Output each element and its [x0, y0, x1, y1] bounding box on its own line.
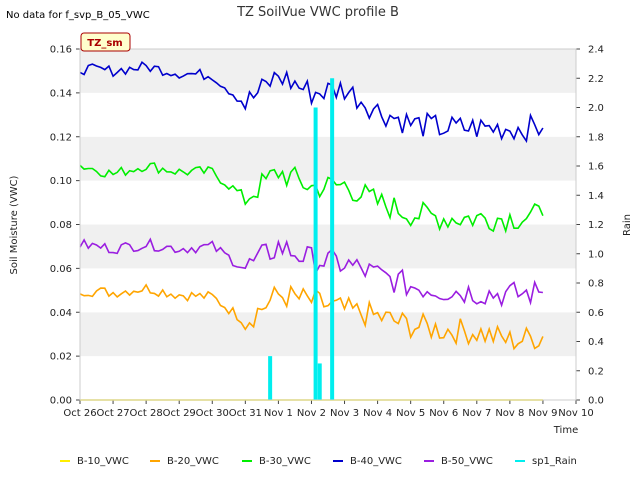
y-tick-label: 0.12	[50, 132, 72, 143]
grid-band	[80, 356, 576, 400]
y-tick-label: 0.14	[50, 88, 72, 99]
x-tick-label: Nov 7	[462, 408, 491, 419]
y2-tick-label: 1.4	[588, 191, 604, 202]
x-tick-label: Nov 6	[429, 408, 458, 419]
y-tick-label: 0.08	[50, 220, 72, 231]
y2-tick-label: 2.2	[588, 74, 604, 85]
y2-tick-label: 1.8	[588, 132, 604, 143]
y2-tick-label: 1.6	[588, 162, 604, 173]
x-tick-label: Nov 10	[558, 408, 593, 419]
legend-entry: B-40_VWC	[350, 456, 402, 467]
x-tick-label: Nov 8	[495, 408, 524, 419]
x-tick-label: Nov 4	[363, 408, 392, 419]
y2-tick-label: 0.6	[588, 308, 604, 319]
y2-tick-label: 0.0	[588, 396, 604, 407]
y2-tick-label: 1.0	[588, 249, 604, 260]
grid-band	[80, 312, 576, 357]
grid-band	[80, 224, 576, 269]
x-tick-label: Oct 29	[163, 408, 196, 419]
x-tick-label: Oct 28	[130, 408, 163, 419]
x-tick-label: Oct 26	[63, 408, 96, 419]
series-line-b-50-vwc	[79, 237, 543, 308]
x-tick-label: Oct 31	[229, 408, 262, 419]
chart-title: TZ SoilVue VWC profile B	[236, 5, 399, 20]
y-tick-label: 0.16	[50, 45, 72, 56]
y-tick-label: 0.04	[50, 308, 72, 319]
x-tick-label: Nov 1	[264, 408, 293, 419]
y2-tick-label: 2.4	[588, 45, 604, 56]
y2-tick-label: 0.8	[588, 279, 604, 290]
x-tick-label: Nov 3	[330, 408, 359, 419]
grid-band	[80, 180, 576, 225]
y2-tick-label: 0.2	[588, 366, 604, 377]
legend-entry: B-10_VWC	[77, 456, 129, 467]
y-tick-label: 0.10	[50, 176, 72, 187]
x-axis-ticks: Oct 26 Oct 27 Oct 28 Oct 29 Oct 30 Oct 31 Nov …	[63, 400, 594, 419]
plot-background	[80, 49, 576, 400]
x-tick-label: Nov 5	[396, 408, 425, 419]
y2-tick-label: 0.4	[588, 337, 604, 348]
y2-axis-label: Rain	[622, 214, 633, 236]
legend-entry: sp1_Rain	[532, 456, 577, 467]
x-tick-label: Oct 30	[196, 408, 229, 419]
legend-entry: B-50_VWC	[441, 456, 493, 467]
plot-frame	[79, 48, 577, 401]
y-tick-label: 0.06	[50, 264, 72, 275]
series-line-b-20-vwc	[79, 283, 544, 351]
y-tick-label: 0.00	[50, 396, 72, 407]
x-tick-label: Oct 27	[96, 408, 129, 419]
no-data-note: No data for f_svp_B_05_VWC	[6, 10, 150, 21]
grid-band	[80, 136, 576, 181]
series-line-b-30-vwc	[79, 162, 544, 234]
left-axis-ticks: 0.00 0.02 0.04 0.06 0.08 0.10 0.12 0.14 0.16	[50, 45, 80, 407]
x-tick-label: Nov 2	[297, 408, 326, 419]
x-axis-label: Time	[553, 425, 578, 436]
station-badge	[80, 32, 131, 52]
legend-entry: B-30_VWC	[259, 456, 311, 467]
station-badge-label: TZ_sm	[87, 38, 122, 49]
y2-tick-label: 1.2	[588, 220, 604, 231]
y-axis-label: Soil Moisture (VWC)	[9, 175, 20, 274]
y2-tick-label: 2.0	[588, 103, 604, 114]
y-tick-label: 0.02	[50, 352, 72, 363]
legend: B-10_VWC B-20_VWC B-30_VWC B-40_VWC B-50_VWC…	[60, 456, 577, 467]
legend-entry: B-20_VWC	[167, 456, 219, 467]
series-line-b-40-vwc	[79, 60, 544, 144]
grid-band	[80, 92, 576, 137]
right-axis-ticks: 0.0 0.2 0.4 0.6 0.8 1.0 1.2 1.4 1.6 1.8 2.0 2.2 2.4	[576, 45, 604, 407]
x-tick-label: Nov 9	[528, 408, 557, 419]
